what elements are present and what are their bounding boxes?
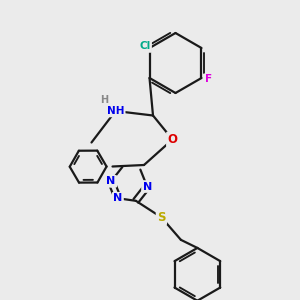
Text: F: F	[206, 74, 212, 85]
Text: N: N	[113, 193, 122, 203]
Text: O: O	[167, 133, 178, 146]
Text: N: N	[142, 182, 152, 191]
Text: H: H	[100, 94, 108, 105]
Text: N: N	[106, 176, 116, 186]
Text: S: S	[157, 211, 166, 224]
Text: NH: NH	[107, 106, 124, 116]
Text: Cl: Cl	[140, 41, 151, 52]
